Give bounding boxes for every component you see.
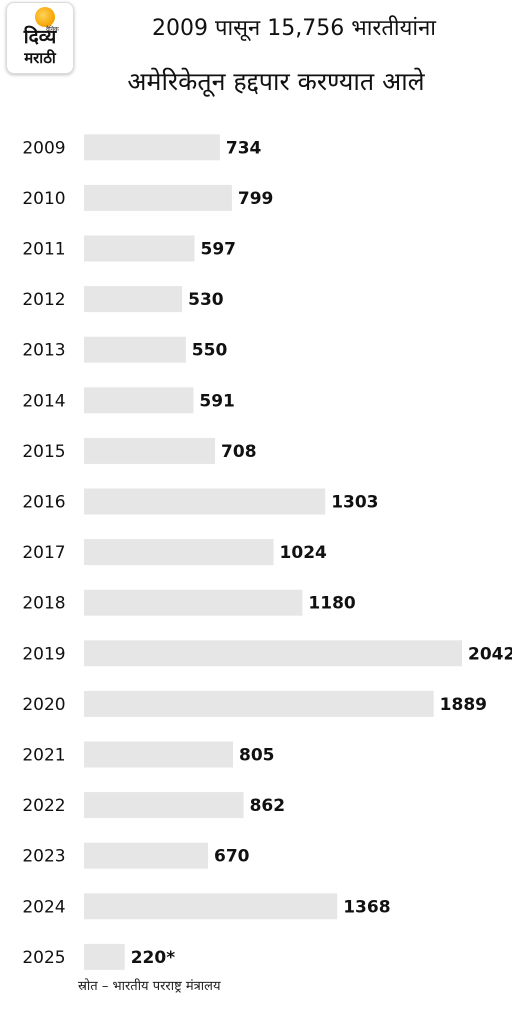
- value-label: 799: [238, 189, 274, 209]
- year-label: 2025: [22, 948, 65, 968]
- value-label: 530: [188, 290, 224, 310]
- value-label: 670: [214, 847, 250, 867]
- bar: [84, 286, 183, 313]
- value-label: 597: [201, 240, 237, 260]
- value-label: 550: [192, 341, 228, 361]
- year-label: 2014: [22, 391, 65, 411]
- bar: [84, 134, 220, 161]
- bar: [84, 640, 462, 667]
- value-label: 591: [199, 391, 235, 411]
- bar: [84, 437, 216, 464]
- bar: [84, 741, 234, 768]
- value-label: 708: [221, 442, 257, 462]
- bar: [84, 842, 209, 869]
- bar: [84, 589, 303, 616]
- year-label: 2021: [22, 746, 65, 766]
- bar: [84, 539, 274, 566]
- year-label: 2018: [22, 594, 65, 614]
- logo-text-line2: मराठी: [24, 49, 56, 67]
- value-label: 862: [250, 796, 285, 816]
- bar: [84, 336, 186, 363]
- bar: [84, 235, 195, 262]
- chart-title-line1: 2009 पासून 15,756 भारतीयांना: [152, 16, 436, 41]
- year-label: 2015: [22, 442, 65, 462]
- value-label: 1180: [308, 594, 355, 614]
- year-label: 2010: [22, 189, 65, 209]
- chart-title-line2: अमेरिकेतून हद्दपार करण्यात आले: [127, 67, 425, 96]
- year-label: 2013: [22, 341, 65, 361]
- year-label: 2023: [22, 847, 65, 867]
- logo-tagline: दैनिक: [46, 26, 59, 33]
- brand-logo: दैनिक दिव्य मराठी: [6, 2, 74, 74]
- year-label: 2016: [22, 493, 65, 513]
- value-label: 1303: [331, 493, 378, 513]
- value-label: 805: [239, 746, 275, 766]
- bar: [84, 893, 338, 920]
- year-label: 2019: [22, 644, 65, 664]
- year-label: 2020: [22, 695, 65, 715]
- bar: [84, 488, 326, 515]
- year-label: 2022: [22, 796, 65, 816]
- value-label: 734: [226, 138, 262, 158]
- sun-icon: [35, 7, 55, 27]
- value-label: 1024: [280, 543, 327, 563]
- bar: [84, 387, 194, 414]
- value-label: 1889: [440, 695, 487, 715]
- value-label: 1368: [343, 897, 390, 917]
- year-label: 2011: [22, 240, 65, 260]
- value-label: 2042: [468, 644, 512, 664]
- year-label: 2024: [22, 897, 65, 917]
- year-label: 2012: [22, 290, 65, 310]
- bar: [84, 943, 125, 970]
- logo-text-line1: दिव्य: [23, 26, 57, 48]
- bar: [84, 792, 244, 819]
- year-label: 2017: [22, 543, 65, 563]
- year-label: 2009: [22, 138, 65, 158]
- bar: [84, 690, 434, 717]
- bar: [84, 184, 232, 211]
- source-note: स्रोत – भारतीय परराष्ट्र मंत्रालय: [78, 979, 221, 994]
- value-label: 220*: [131, 948, 175, 968]
